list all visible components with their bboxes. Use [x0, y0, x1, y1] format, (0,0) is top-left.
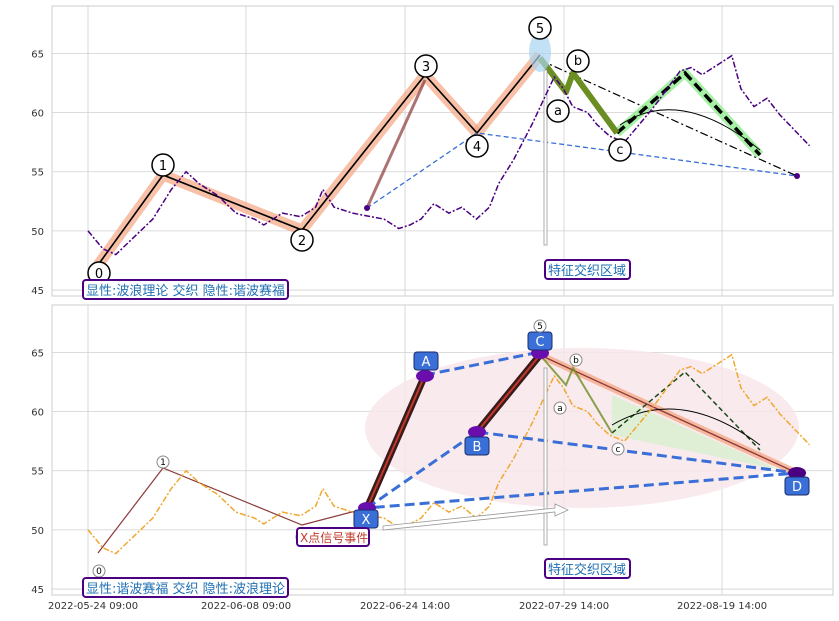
harmonic-markers — [358, 347, 806, 514]
wave-label-0: 0 — [95, 267, 103, 282]
bottom-annotation-box — [544, 558, 631, 579]
x-tick-label: 2022-08-19 14:00 — [677, 601, 767, 612]
top-x-point — [364, 205, 370, 211]
top-brown-line — [365, 79, 427, 209]
top-legend-text: 显性:波浪理论 交织 隐性:谐波赛福 — [86, 283, 285, 299]
wave-label-5: 5 — [536, 22, 544, 37]
top-green-wave — [537, 56, 620, 135]
harmonic-label-x: X — [362, 513, 371, 528]
signal-event-text: X点信号事件 — [300, 531, 368, 545]
bottom-legend-text: 显性:谐波赛福 交织 隐性:波浪理论 — [86, 581, 285, 597]
x-tick-label: 2022-05-24 09:00 — [48, 601, 138, 612]
top-arc — [619, 109, 761, 151]
y-tick-label: 60 — [31, 109, 44, 120]
bottom-green-wave — [539, 354, 613, 434]
bottom-xa-inner — [366, 374, 426, 509]
wave-label-3: 3 — [422, 60, 430, 75]
y-tick-label: 55 — [31, 467, 44, 478]
harmonic-label-d: D — [792, 480, 802, 495]
top-y-ticks: 45 50 55 60 65 — [31, 49, 44, 297]
bottom-pink-region — [365, 348, 799, 508]
bottom-harmonic-dashed — [366, 430, 798, 510]
y-tick-label: 65 — [31, 49, 44, 60]
top-projection-dashed — [615, 70, 762, 157]
top-blue-dashed — [366, 132, 798, 209]
bottom-bc-inner — [476, 354, 541, 433]
y-tick-label: 55 — [31, 168, 44, 179]
top-legend-box — [82, 279, 289, 300]
x-tick-label: 2022-06-08 09:00 — [201, 601, 291, 612]
y-tick-label: 45 — [31, 585, 44, 596]
wave-label-1: 1 — [159, 159, 167, 174]
harmonic-label-b: B — [473, 440, 482, 455]
top-highlight-5 — [529, 32, 551, 72]
bottom-cd-line — [539, 354, 798, 474]
bottom-wave-b: b — [573, 356, 579, 366]
wave-label-4: 4 — [473, 140, 481, 155]
top-price-line — [87, 54, 811, 256]
harmonic-labels: X A B C D — [353, 331, 810, 529]
wave-label-b: b — [574, 54, 582, 69]
signal-event-box — [296, 527, 370, 547]
y-tick-label: 50 — [31, 526, 44, 537]
bottom-arc — [611, 408, 761, 446]
y-tick-label: 50 — [31, 227, 44, 238]
wave-label-2: 2 — [298, 234, 306, 249]
top-dashdot-line — [539, 59, 798, 177]
bottom-wave-1: 1 — [160, 458, 166, 468]
bottom-wave-a: a — [557, 404, 563, 414]
bottom-signal-arrow — [382, 503, 569, 531]
bottom-legend-box — [82, 577, 289, 598]
bottom-wave-c: c — [616, 445, 621, 455]
bottom-y-ticks: 45 50 55 60 65 — [31, 348, 44, 596]
bottom-vertical-arrow — [543, 367, 548, 546]
x-ticks: 2022-05-24 09:00 2022-06-08 09:00 2022-06-… — [48, 601, 767, 612]
top-annotation-text: 特征交织区域 — [548, 263, 626, 279]
wave-label-c: c — [616, 143, 623, 158]
top-annotation-box — [544, 259, 631, 280]
bottom-wave-thin — [97, 467, 368, 554]
x-tick-label: 2022-07-29 14:00 — [519, 601, 609, 612]
y-tick-label: 45 — [31, 286, 44, 297]
y-tick-label: 65 — [31, 348, 44, 359]
harmonic-label-a: A — [422, 355, 431, 370]
x-tick-label: 2022-06-24 14:00 — [360, 601, 450, 612]
bottom-price-line — [87, 353, 811, 555]
top-wave-labels: 0 1 2 3 4 5 a b c — [87, 16, 632, 285]
bottom-wave-0: 0 — [96, 567, 102, 577]
y-tick-label: 60 — [31, 408, 44, 419]
bottom-harmonic-dashed-2 — [424, 350, 541, 377]
bottom-green-region — [612, 395, 780, 470]
top-panel-frame — [51, 5, 834, 297]
bottom-annotation-text: 特征交织区域 — [548, 562, 626, 578]
harmonic-label-c: C — [535, 335, 544, 350]
top-endpoint — [794, 173, 800, 179]
top-vertical-arrow — [543, 69, 548, 246]
bottom-wave-5: 5 — [537, 322, 543, 332]
wave-label-a: a — [554, 104, 562, 119]
top-wave-line — [97, 54, 541, 266]
